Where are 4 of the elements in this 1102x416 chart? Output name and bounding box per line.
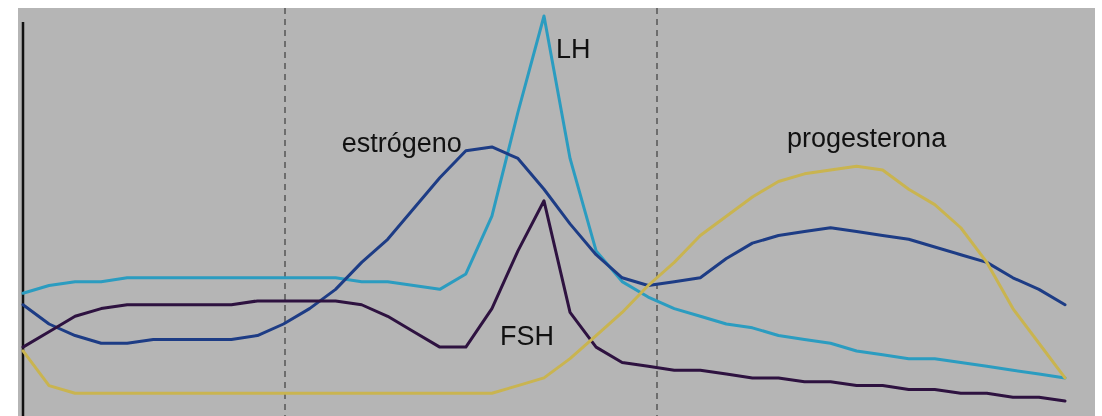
- series-label: LH: [556, 34, 591, 64]
- series-label: FSH: [500, 320, 554, 351]
- series-label: progesterona: [787, 123, 948, 154]
- series-label: estrógeno: [341, 127, 462, 158]
